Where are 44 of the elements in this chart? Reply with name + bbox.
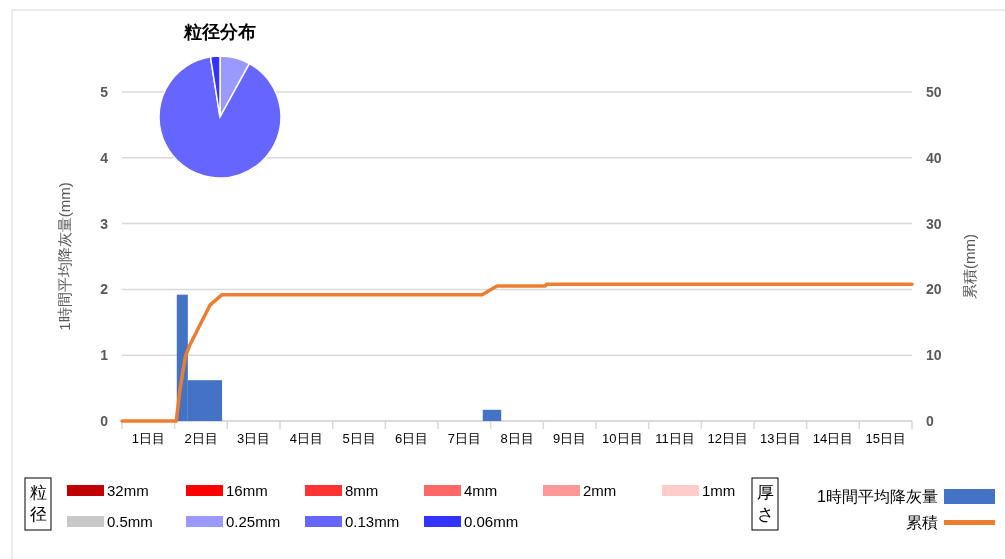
x-tick-label: 15日目	[865, 431, 906, 446]
legend-label: 0.25mm	[226, 513, 281, 530]
x-tick-label: 8日目	[500, 431, 534, 446]
legend-label: 16mm	[226, 482, 268, 499]
x-tick-label: 12日目	[707, 431, 748, 446]
legend-label: 0.13mm	[345, 513, 400, 530]
y2-tick-label: 30	[926, 215, 942, 232]
y-tick-label: 2	[100, 281, 109, 298]
y2-tick-label: 50	[926, 84, 942, 100]
x-tick-label: 9日目	[553, 431, 587, 446]
legend-title: 粒径	[29, 483, 47, 524]
legend-label: 累積	[906, 514, 938, 531]
legend-label: 8mm	[345, 482, 379, 499]
y2-tick-label: 20	[926, 281, 942, 298]
y2-axis-title: 累積(mm)	[961, 234, 978, 299]
x-tick-label: 1日目	[131, 431, 165, 446]
legend-label: 4mm	[464, 482, 498, 499]
x-tick-label: 4日目	[289, 431, 323, 446]
legend-label: 1mm	[702, 482, 736, 499]
legend-label: 0.06mm	[464, 513, 519, 530]
y-axis-title: 1時間平均降灰量(mm)	[56, 182, 73, 331]
legend-title: 厚さ	[756, 483, 774, 524]
legend-label: 32mm	[107, 482, 149, 499]
x-tick-label: 10日目	[602, 431, 643, 446]
x-tick-label: 3日目	[237, 431, 271, 446]
y-tick-label: 4	[100, 149, 109, 166]
x-tick-label: 7日目	[447, 431, 481, 446]
x-tick-label: 5日目	[342, 431, 376, 446]
y2-tick-label: 0	[926, 413, 934, 429]
y-tick-label: 1	[100, 347, 109, 364]
legend-label: 2mm	[583, 482, 617, 499]
x-tick-label: 14日目	[812, 431, 854, 446]
legend-label: 1時間平均降灰量	[817, 488, 938, 505]
x-tick-label: 2日目	[184, 431, 218, 446]
x-tick-label: 13日目	[760, 431, 801, 446]
y2-tick-label: 40	[926, 149, 942, 166]
y-tick-label: 3	[100, 215, 109, 232]
y-tick-label: 5	[100, 84, 109, 100]
legend-label: 0.5mm	[107, 513, 153, 530]
y-tick-label: 0	[100, 413, 109, 429]
x-tick-label: 11日目	[655, 431, 695, 446]
y2-tick-label: 10	[926, 347, 942, 364]
x-tick-label: 6日目	[395, 431, 429, 446]
chart-title: 粒径分布	[183, 22, 256, 42]
